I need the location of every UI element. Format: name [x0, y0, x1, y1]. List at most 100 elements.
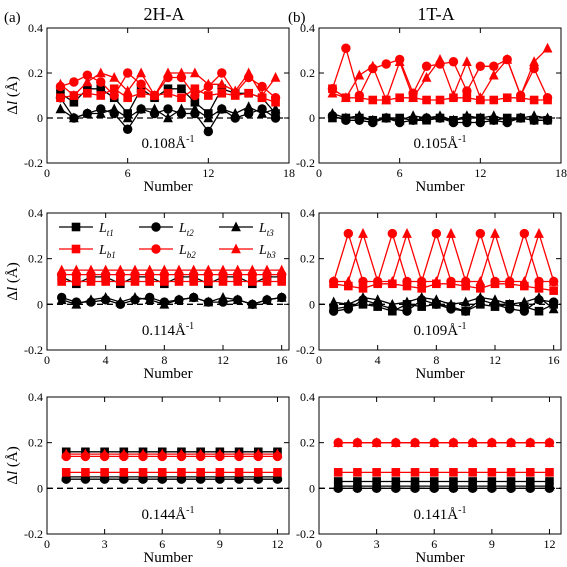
point-Lb1: [116, 277, 125, 286]
point-Lt3: [490, 294, 500, 305]
y-tick-label: -0.2: [296, 527, 315, 541]
x-tick-label: 18: [555, 166, 567, 180]
x-tick-label: 6: [431, 537, 437, 551]
point-Lt1: [69, 97, 79, 107]
point-Lt3: [343, 298, 354, 309]
point-Lb3: [176, 67, 187, 78]
point-Lt3: [502, 114, 513, 125]
point-Lt2: [270, 113, 281, 123]
point-Lb2: [217, 68, 227, 78]
point-Lb1: [96, 91, 106, 100]
point-Lb3: [352, 437, 363, 447]
point-Lb1: [253, 468, 263, 477]
y-tick-label: 0.4: [300, 206, 315, 220]
series-Lb3: [328, 228, 559, 286]
series-Lb3: [55, 67, 281, 100]
series-Lb3: [333, 437, 555, 447]
point-Lt3: [429, 480, 440, 491]
point-Lb3: [327, 87, 338, 98]
point-Lb3: [243, 67, 254, 78]
point-Lt3: [340, 112, 351, 123]
point-Lt3: [467, 480, 478, 491]
plot-frame: [46, 212, 290, 351]
legend-label: Lt2: [178, 221, 194, 238]
point-Lb3: [506, 437, 516, 447]
point-Lt3: [55, 103, 66, 114]
point-Lb3: [446, 228, 456, 238]
point-Lb2: [462, 86, 472, 96]
point-Lb3: [461, 56, 472, 67]
point-Lt3: [390, 480, 401, 491]
point-Lb3: [475, 92, 486, 103]
point-Lb3: [354, 69, 365, 80]
point-Lt2: [203, 126, 214, 137]
point-Lb1: [520, 281, 529, 291]
series-Lt3: [56, 291, 287, 309]
y-tick-label: 0.2: [300, 436, 315, 450]
point-Lb3: [159, 264, 170, 275]
point-Lb3: [56, 264, 67, 275]
point-Lb3: [328, 276, 339, 286]
x-tick-label: 12: [271, 537, 283, 551]
x-tick-label: 8: [161, 353, 167, 367]
point-Lb1: [100, 468, 109, 477]
point-Lb3: [130, 264, 140, 275]
y-tick-label: -0.2: [296, 156, 315, 170]
point-Lb3: [144, 264, 155, 275]
point-Lb3: [262, 264, 272, 275]
point-Lt3: [328, 296, 339, 307]
point-Lb1: [429, 468, 439, 477]
legend-marker: [231, 221, 241, 232]
point-Lt1: [96, 84, 106, 94]
point-Lb3: [232, 264, 243, 275]
point-Lb2: [257, 81, 267, 92]
point-Lt3: [394, 114, 405, 125]
point-Lb3: [504, 276, 515, 286]
point-Lt1: [534, 306, 544, 316]
point-Lb1: [56, 93, 65, 103]
x-tick-label: 9: [217, 537, 223, 551]
x-tick-label: 12: [474, 166, 486, 180]
point-Lt3: [276, 291, 287, 302]
point-Lt3: [387, 298, 398, 309]
point-Lb2: [82, 70, 93, 80]
point-Lb3: [486, 437, 497, 447]
point-Lt3: [243, 101, 254, 112]
point-Lb1: [395, 93, 404, 103]
x-tick-label: 4: [375, 353, 381, 367]
point-Lb1: [177, 468, 186, 477]
point-Lb1: [190, 84, 200, 94]
point-Lb1: [61, 468, 71, 477]
point-Lt3: [460, 296, 471, 307]
point-Lt3: [446, 298, 456, 309]
x-tick-label: 3: [374, 537, 380, 551]
point-Lb3: [394, 56, 405, 67]
point-Lb3: [95, 67, 106, 78]
y-tick-label: 0.4: [28, 206, 43, 220]
plot-frame: [46, 396, 290, 535]
series-Lb1: [61, 468, 282, 477]
k-annotation: 0.144Å-1: [142, 505, 195, 523]
point-Lt3: [144, 294, 155, 305]
point-Lb1: [368, 95, 378, 105]
point-Lt3: [68, 112, 79, 123]
point-Lb3: [502, 54, 513, 64]
point-Lt2: [548, 297, 559, 307]
y-tick-label: 0.4: [28, 21, 43, 35]
legend-entry-t3: Lt3: [219, 221, 274, 238]
x-axis-label: Number: [143, 366, 192, 382]
point-Lb3: [333, 437, 344, 447]
point-Lb3: [109, 72, 120, 82]
point-Lb1: [417, 284, 426, 293]
point-Lb3: [429, 437, 440, 447]
point-Lt2: [328, 306, 339, 316]
point-Lb3: [416, 276, 427, 286]
point-Lb3: [257, 90, 268, 100]
point-Lb1: [449, 468, 458, 477]
series-Lt1: [61, 447, 282, 457]
y-tick-label: 0.2: [300, 252, 315, 266]
